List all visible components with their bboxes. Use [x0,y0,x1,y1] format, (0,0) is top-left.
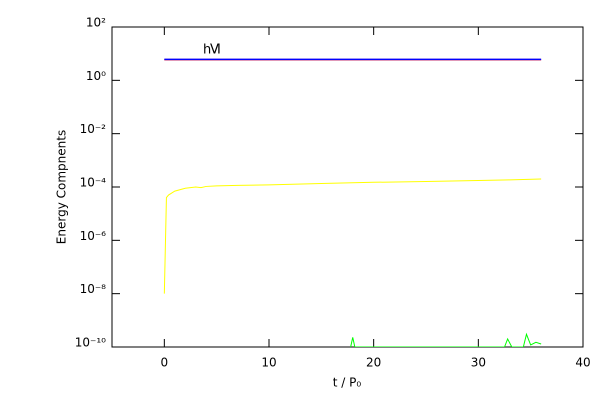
x-axis-label: t / P₀ [333,376,362,390]
plot-area [163,58,542,347]
y-tick-label: 10⁻² [80,122,107,136]
x-tick-label: 30 [471,356,486,370]
series-line [350,332,542,347]
x-tick-label: 0 [161,356,169,370]
annotation: h [203,43,211,58]
y-tick-label: 10⁻⁶ [80,229,107,243]
x-tick-label: 10 [261,356,276,370]
x-tick-label: 20 [366,356,381,370]
annotation: V [210,43,219,58]
y-tick-label: 10⁻⁴ [80,176,107,190]
y-tick-label: 10⁰ [86,69,106,83]
annotation: I [217,43,221,58]
y-tick-label: 10⁻⁸ [80,282,107,296]
y-tick-label: 10² [86,16,106,30]
y-axis-label: Energy Compnents [55,130,69,244]
x-tick-label: 40 [575,356,590,370]
plot-frame [111,26,584,348]
series-line [163,178,542,294]
y-tick-label: 10⁻¹⁰ [75,336,106,350]
